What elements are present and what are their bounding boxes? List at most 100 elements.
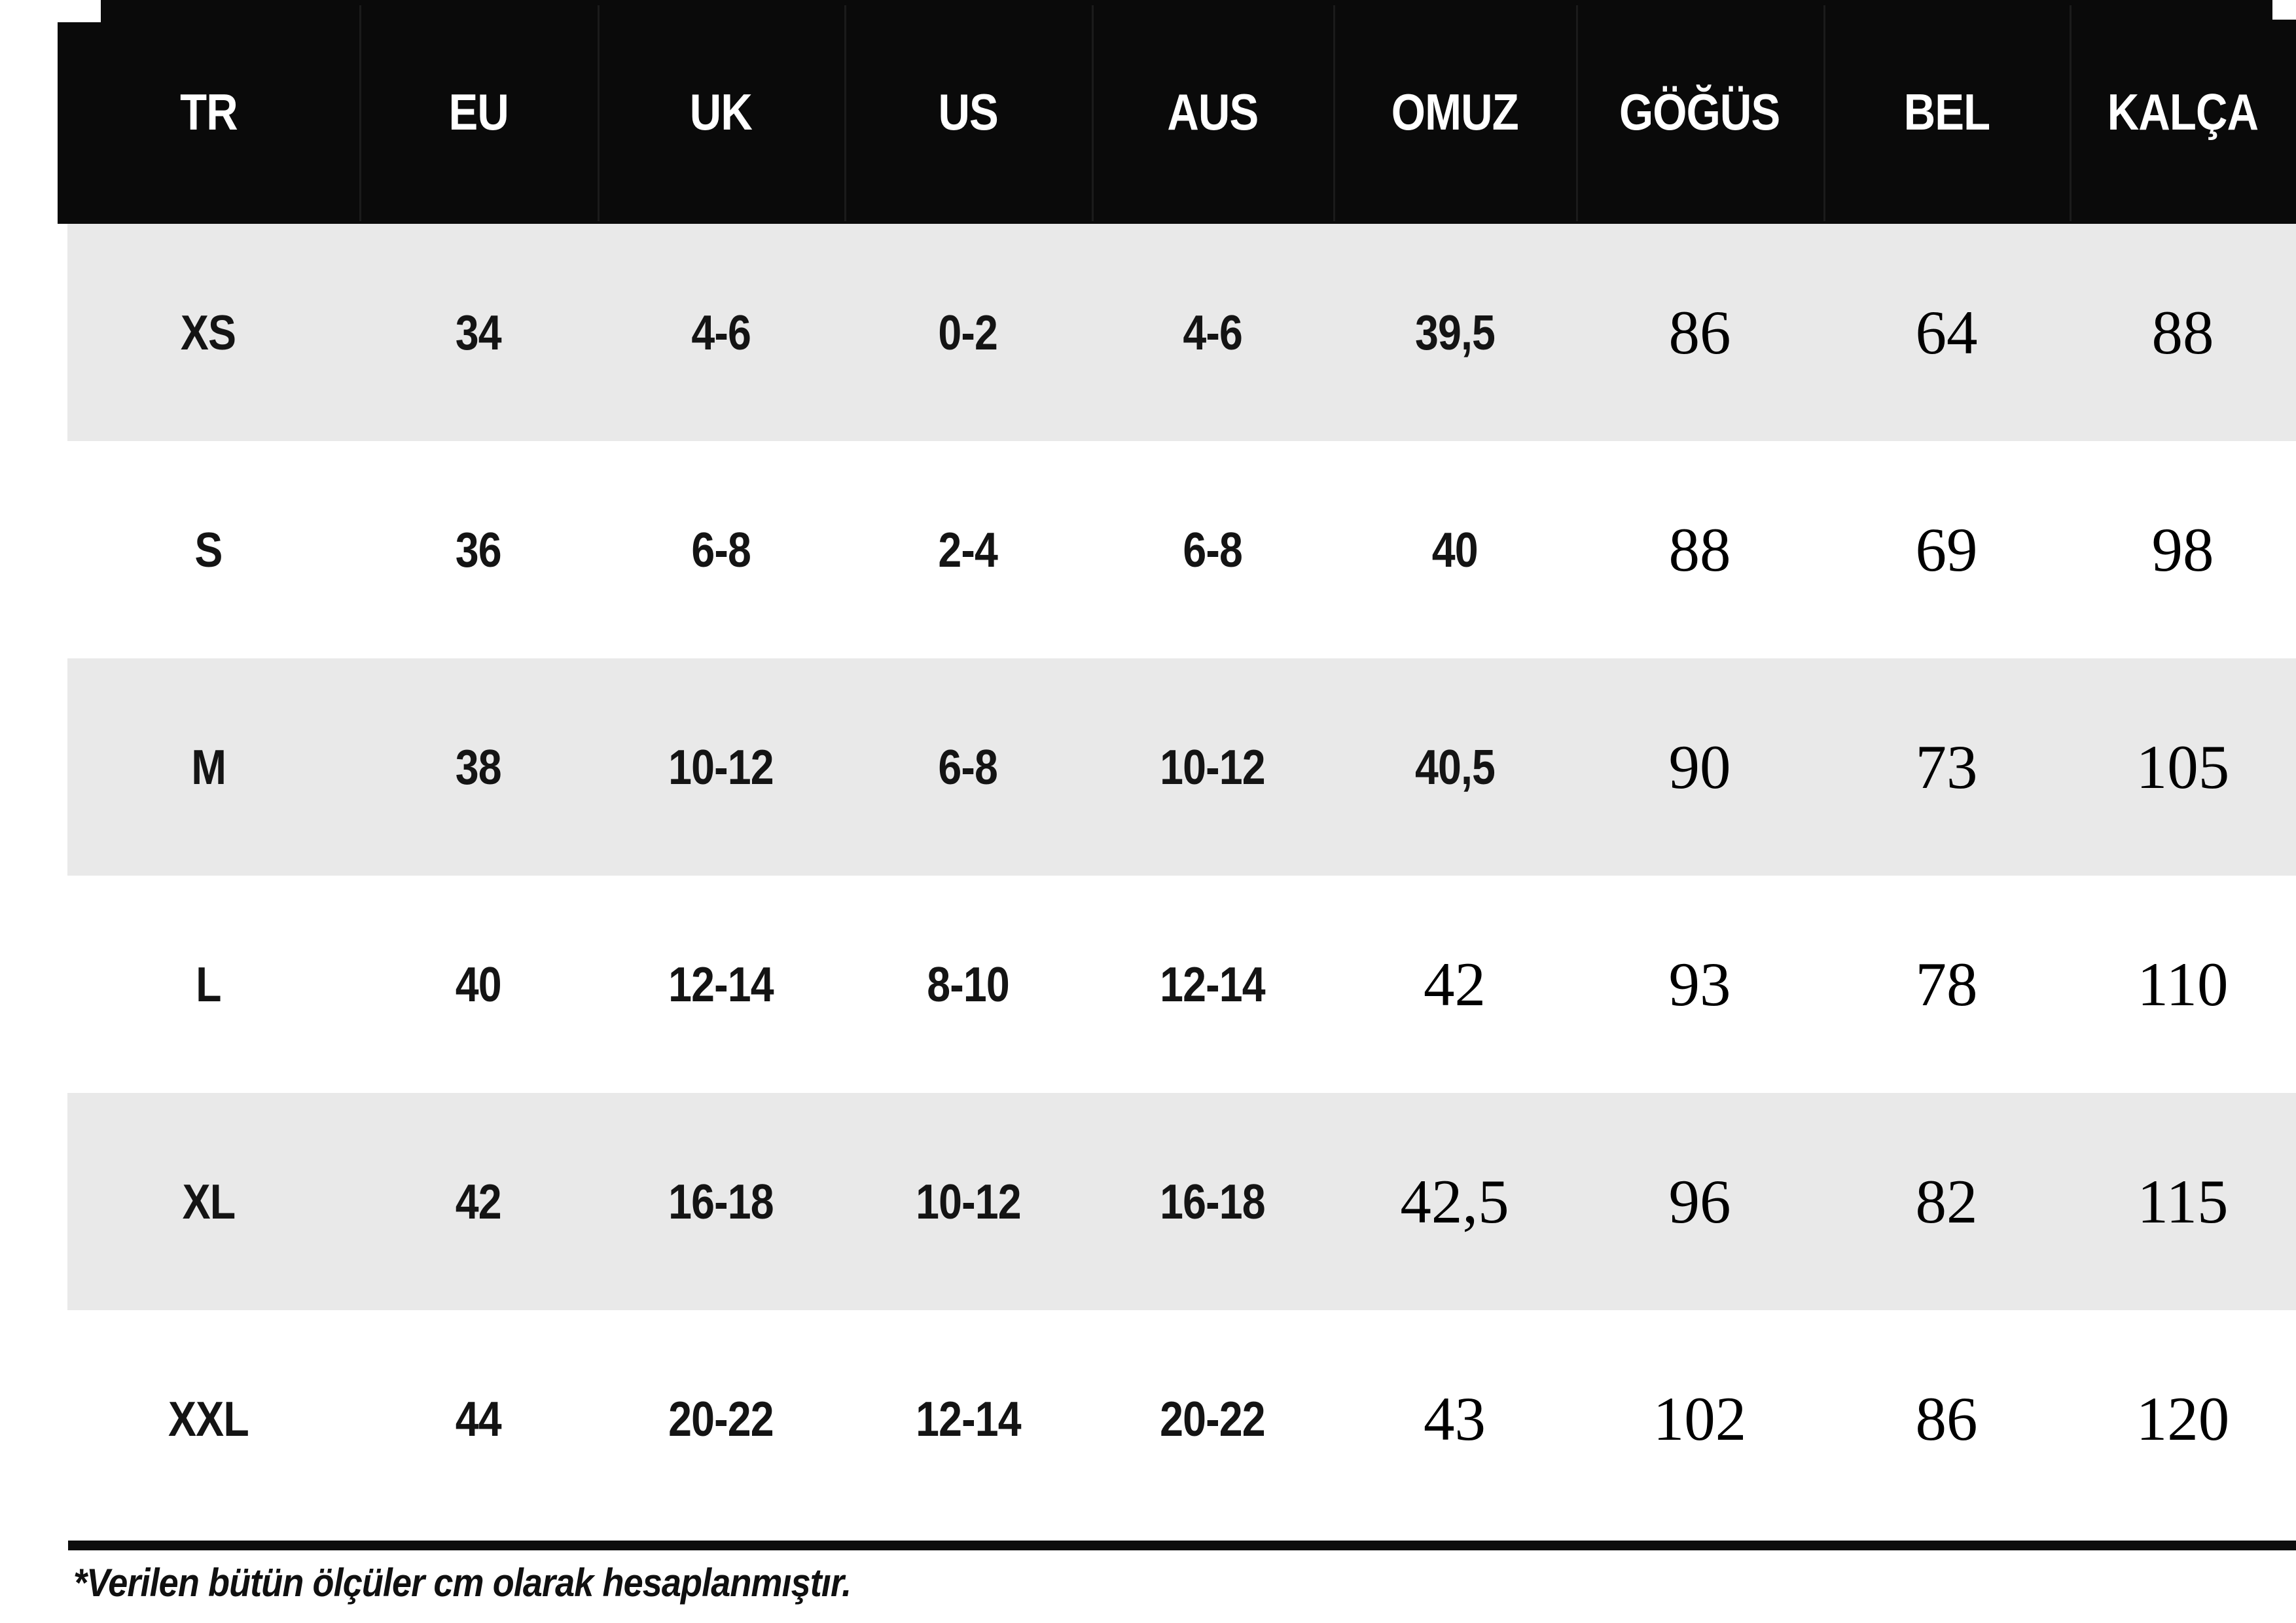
column-header-label: AUS — [1166, 82, 1259, 141]
cell-value: 12-14 — [668, 957, 774, 1012]
table-header-band: TR EU UK US AUS OMUZ GÖĞÜS BEL KALÇA — [58, 0, 2296, 224]
row-label: L — [58, 876, 359, 1093]
cell-value: 88 — [2151, 298, 2214, 367]
table-cell: 90 — [1576, 658, 1823, 876]
cell-value: 2-4 — [938, 522, 999, 577]
column-header-label: EU — [448, 82, 509, 141]
cell-value: 88 — [1668, 515, 1731, 584]
column-header-aus: AUS — [1092, 0, 1333, 224]
column-header-label: GÖĞÜS — [1619, 82, 1780, 141]
column-header-label: US — [938, 82, 998, 141]
cell-value: 120 — [2136, 1384, 2230, 1454]
cell-value: 6-8 — [1183, 522, 1243, 577]
cell-value: XL — [182, 1174, 236, 1229]
column-header-us: US — [844, 0, 1092, 224]
cell-value: 115 — [2137, 1167, 2229, 1236]
header-divider — [1823, 5, 1825, 221]
cell-value: 4-6 — [1183, 305, 1243, 360]
row-label: M — [58, 658, 359, 876]
cell-value: 93 — [1668, 950, 1731, 1019]
cell-value: L — [196, 957, 221, 1012]
cell-value: 34 — [455, 305, 502, 360]
table-cell: 42,5 — [1333, 1093, 1576, 1310]
table-cell: 10-12 — [598, 658, 844, 876]
table-row-xs: XS 34 4-6 0-2 4-6 39,5 86 64 88 — [58, 224, 2296, 441]
column-header-bel: BEL — [1823, 0, 2070, 224]
table-cell: 40 — [359, 876, 598, 1093]
table-cell: 102 — [1576, 1310, 1823, 1527]
cell-value: 20-22 — [668, 1391, 774, 1446]
cell-value: S — [194, 522, 223, 577]
table-cell: 16-18 — [1092, 1093, 1333, 1310]
cell-value: 42,5 — [1400, 1167, 1509, 1236]
cell-value: 102 — [1653, 1384, 1747, 1454]
cell-value: 110 — [2137, 950, 2229, 1019]
cell-value: 16-18 — [1160, 1174, 1266, 1229]
cell-value: 82 — [1915, 1167, 1978, 1236]
cell-value: 90 — [1668, 732, 1731, 802]
cell-value: 43 — [1424, 1384, 1486, 1454]
table-cell: 42 — [1333, 876, 1576, 1093]
table-cell: 6-8 — [598, 441, 844, 658]
cell-value: 16-18 — [668, 1174, 774, 1229]
table-cell: 4-6 — [598, 224, 844, 441]
table-cell: 39,5 — [1333, 224, 1576, 441]
cell-value: 78 — [1915, 950, 1978, 1019]
footnote: *Verilen bütün ölçüler cm olarak hesapla… — [73, 1561, 852, 1605]
row-label: S — [58, 441, 359, 658]
table-cell: 43 — [1333, 1310, 1576, 1527]
table-cell: 10-12 — [1092, 658, 1333, 876]
table-cell: 88 — [2070, 224, 2296, 441]
table-cell: 42 — [359, 1093, 598, 1310]
table-cell: 20-22 — [1092, 1310, 1333, 1527]
cell-value: 73 — [1915, 732, 1978, 802]
row-label: XL — [58, 1093, 359, 1310]
table-cell: 0-2 — [844, 224, 1092, 441]
cell-value: 42 — [1424, 950, 1486, 1019]
cell-value: 96 — [1668, 1167, 1731, 1236]
table-cell: 69 — [1823, 441, 2070, 658]
cell-value: 10-12 — [668, 740, 774, 794]
table-cell: 38 — [359, 658, 598, 876]
cell-value: M — [191, 740, 226, 794]
column-header-uk: UK — [598, 0, 844, 224]
table-cell: 73 — [1823, 658, 2070, 876]
table-cell: 93 — [1576, 876, 1823, 1093]
table-cell: 16-18 — [598, 1093, 844, 1310]
column-header-gogus: GÖĞÜS — [1576, 0, 1823, 224]
cell-value: 86 — [1668, 298, 1731, 367]
table-cell: 44 — [359, 1310, 598, 1527]
column-header-label: KALÇA — [2107, 82, 2259, 141]
cell-value: 38 — [455, 740, 502, 794]
column-header-label: BEL — [1903, 82, 1990, 141]
cell-value: 6-8 — [691, 522, 751, 577]
cell-value: 69 — [1915, 515, 1978, 584]
table-cell: 40,5 — [1333, 658, 1576, 876]
cell-value: XS — [181, 305, 236, 360]
table-cell: 110 — [2070, 876, 2296, 1093]
table-cell: 82 — [1823, 1093, 2070, 1310]
table-row-m: M 38 10-12 6-8 10-12 40,5 90 73 105 — [58, 658, 2296, 876]
cell-value: 6-8 — [938, 740, 999, 794]
table-cell: 96 — [1576, 1093, 1823, 1310]
table-cell: 34 — [359, 224, 598, 441]
cell-value: 12-14 — [1160, 957, 1266, 1012]
table-cell: 105 — [2070, 658, 2296, 876]
table-cell: 64 — [1823, 224, 2070, 441]
cell-value: 10-12 — [915, 1174, 1022, 1229]
cell-value: 8-10 — [927, 957, 1010, 1012]
table-cell: 12-14 — [844, 1310, 1092, 1527]
table-cell: 98 — [2070, 441, 2296, 658]
column-header-label: TR — [179, 82, 238, 141]
cell-value: 20-22 — [1160, 1391, 1266, 1446]
cell-value: 40 — [1431, 522, 1478, 577]
cell-value: 4-6 — [691, 305, 751, 360]
header-notch — [58, 0, 101, 22]
table-cell: 115 — [2070, 1093, 2296, 1310]
table-cell: 6-8 — [844, 658, 1092, 876]
row-label: XS — [58, 224, 359, 441]
cell-value: 42 — [455, 1174, 502, 1229]
table-cell: 36 — [359, 441, 598, 658]
column-header-kalca: KALÇA — [2070, 0, 2296, 224]
